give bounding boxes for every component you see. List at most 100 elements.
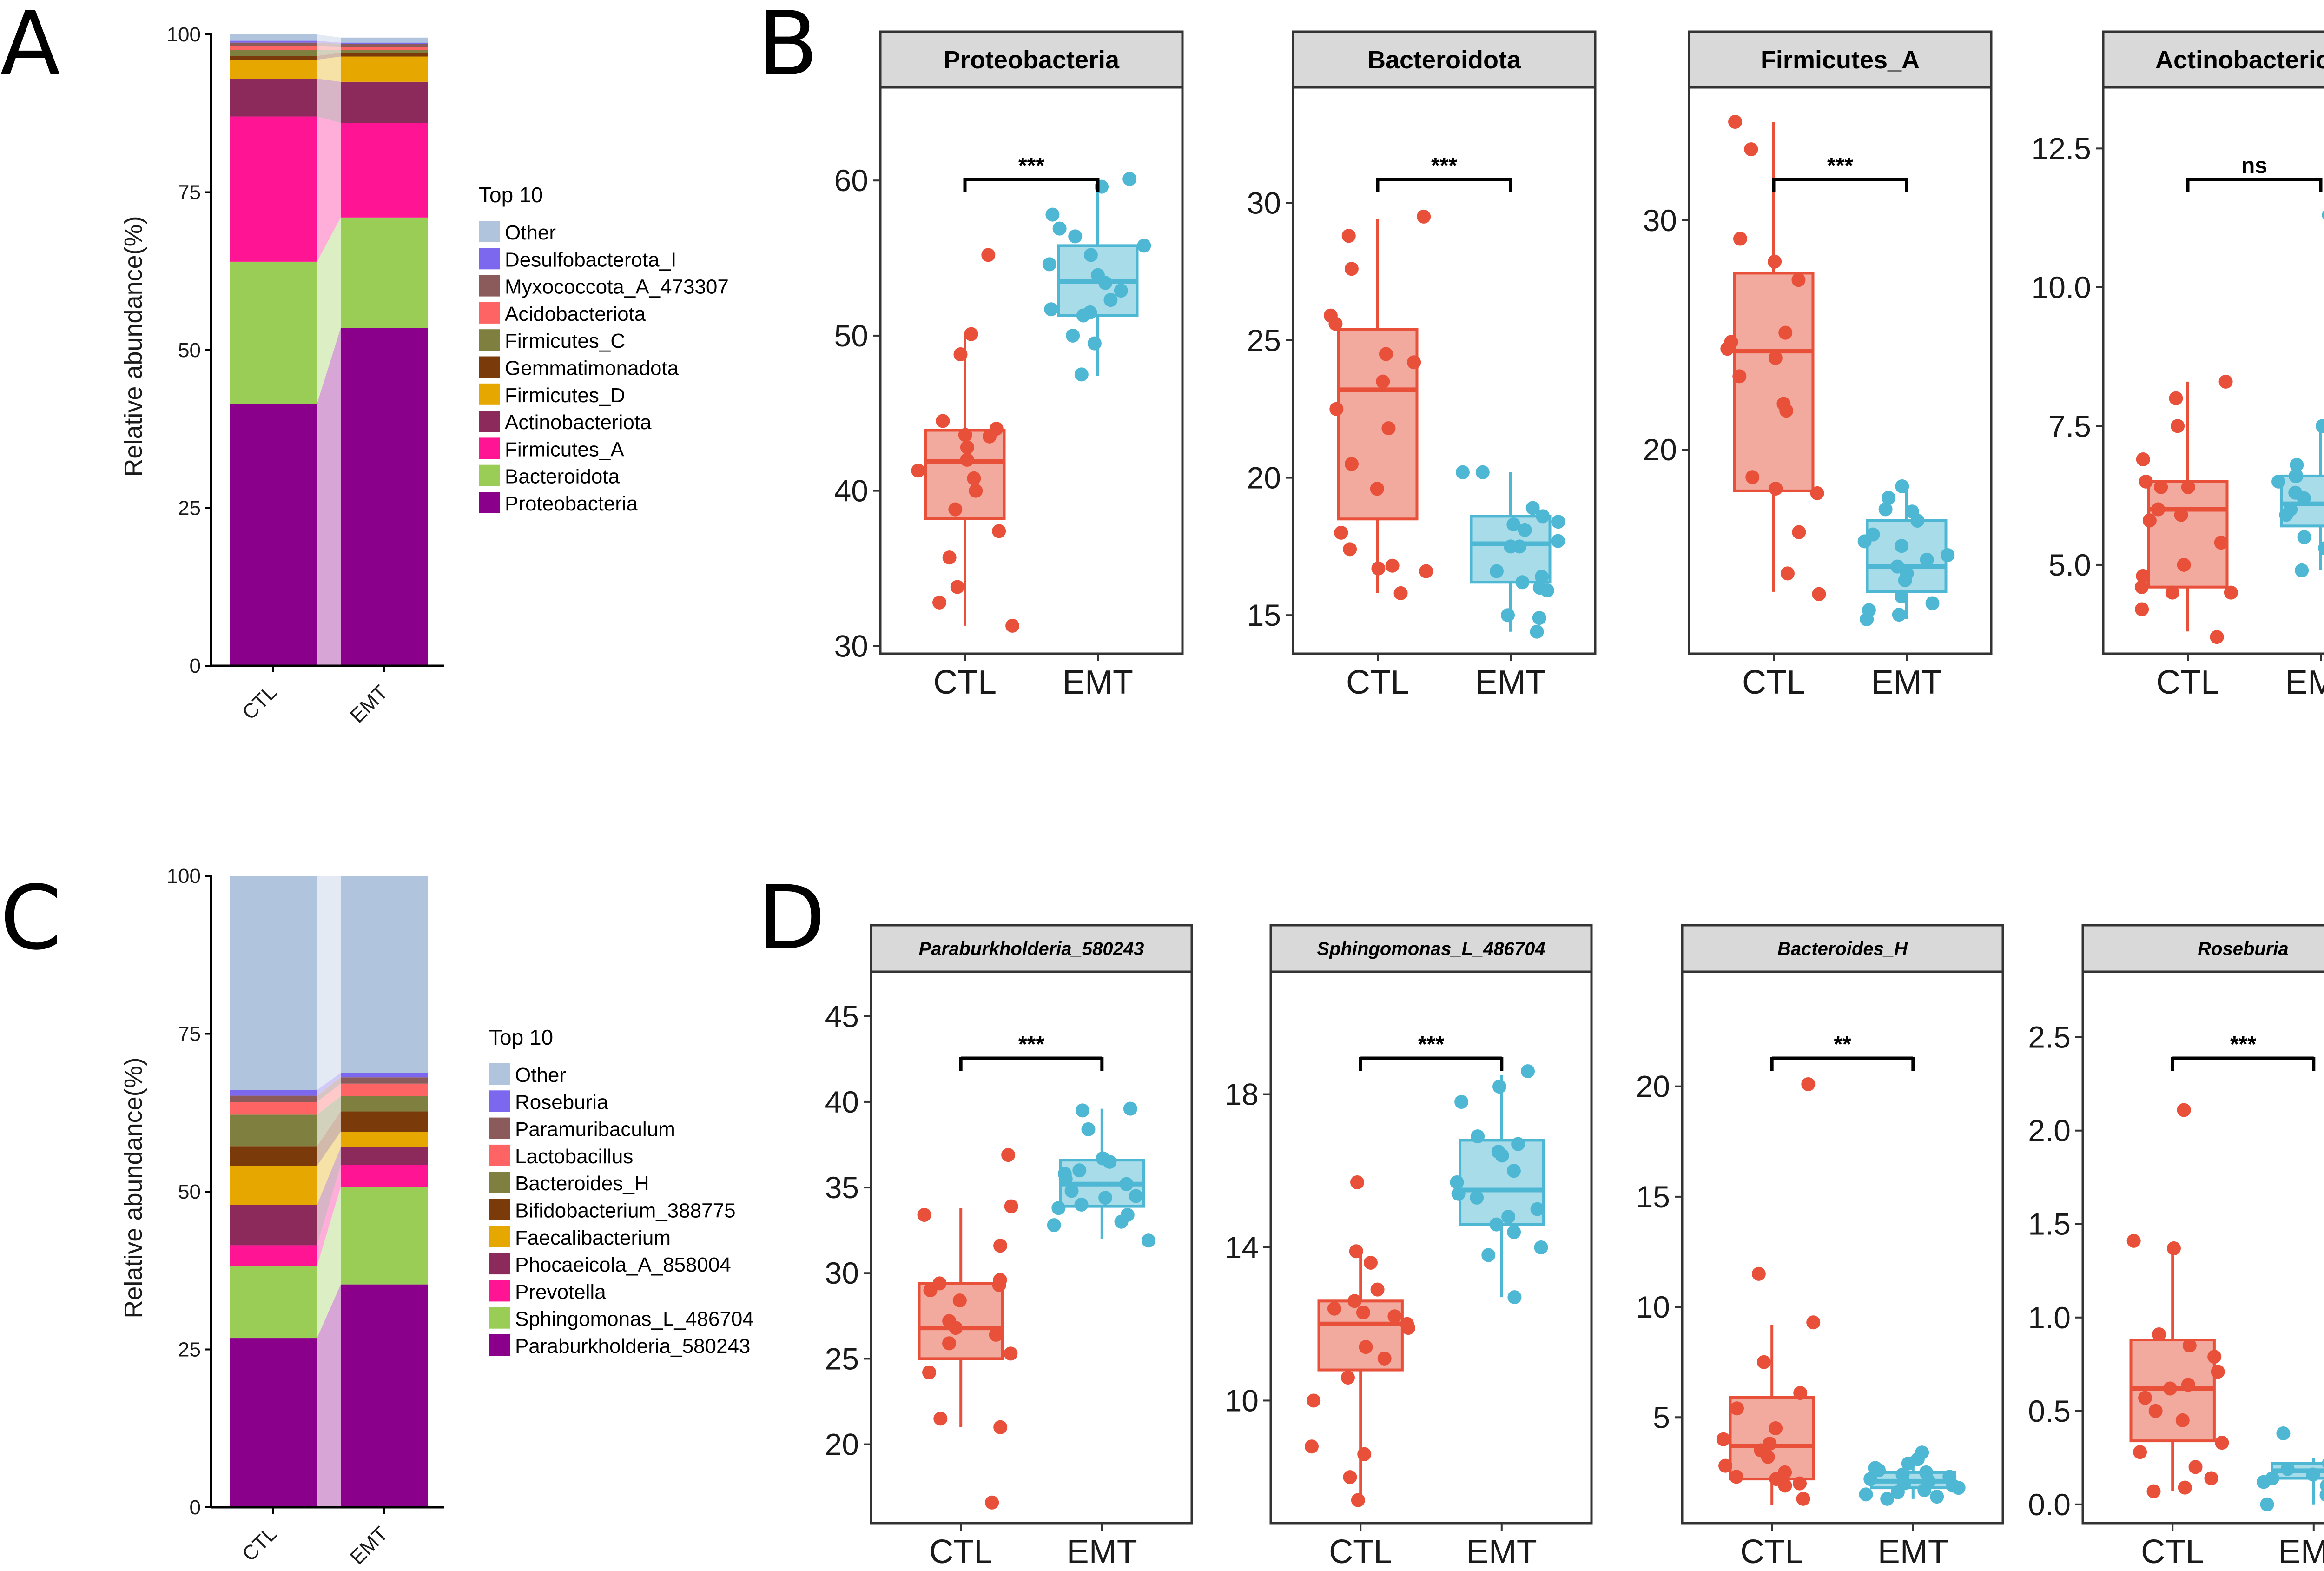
facet-strip (870, 924, 1193, 973)
point-ctl (967, 471, 981, 485)
point-emt (1475, 465, 1490, 479)
y-tick-label: 14 (1225, 1230, 1259, 1265)
link-band-actinobacteriota (317, 79, 341, 123)
point-ctl (992, 1278, 1006, 1293)
point-emt (1141, 1233, 1155, 1248)
point-ctl (1780, 566, 1795, 581)
x-tick-label-emt: EMT (2278, 1533, 2324, 1571)
point-ctl (2138, 1391, 2152, 1405)
point-ctl (942, 550, 957, 565)
point-ctl (1377, 1351, 1392, 1366)
legend-label-bacteroidota: Bacteroidota (505, 465, 620, 488)
significance-label: *** (1018, 153, 1044, 178)
facet-title: Roseburia (2198, 939, 2289, 959)
legend-label-sphingomonas-l-486704: Sphingomonas_L_486704 (515, 1308, 754, 1331)
y-tick-label: 10 (1636, 1290, 1670, 1324)
point-emt (1518, 523, 1532, 537)
point-ctl (2135, 602, 2149, 616)
point-emt (2279, 508, 2293, 522)
y-tick-label: 25 (178, 497, 201, 520)
point-ctl (922, 1365, 937, 1379)
point-ctl (1419, 564, 1433, 578)
significance-label: *** (1018, 1032, 1044, 1057)
point-ctl (989, 1327, 1003, 1342)
legend-label-bifidobacterium-388775: Bifidobacterium_388775 (515, 1200, 736, 1222)
point-ctl (1769, 481, 1783, 496)
y-tick-label: 40 (834, 474, 868, 508)
panel-letter-b: B (758, 0, 818, 95)
link-band-acidobacteriota (317, 46, 341, 50)
legend-label-paraburkholderia-580243: Paraburkholderia_580243 (515, 1335, 750, 1358)
bar-segment-actinobacteriota-emt (341, 81, 428, 123)
facet-strip (2102, 30, 2324, 89)
link-band-gemmatimonadota (317, 53, 341, 60)
point-ctl (981, 248, 996, 262)
bar-segment-prevotella-ctl (230, 1245, 317, 1266)
y-tick-label: 15 (1247, 598, 1281, 632)
link-band-firmicutes-d (317, 56, 341, 82)
x-tick-label-emt: EMT (1063, 664, 1133, 701)
x-tick-label-emt: EMT (1067, 1533, 1137, 1571)
point-ctl (1791, 273, 1806, 287)
point-ctl (2169, 391, 2183, 405)
point-ctl (2177, 557, 2191, 572)
point-ctl (2165, 585, 2179, 600)
point-ctl (960, 440, 974, 455)
point-emt (1951, 1481, 1966, 1495)
point-ctl (1304, 1439, 1319, 1454)
point-emt (1910, 513, 1925, 528)
legend-title-c: Top 10 (489, 1025, 553, 1049)
legend-swatch-phocaeicola-a-858004 (489, 1253, 510, 1275)
stacked-bar-chart-c: Relative abundance(%) Top 10 0 25 50 75 100 C… (119, 865, 754, 1569)
facet-border (2102, 86, 2324, 655)
point-ctl (2126, 1233, 2141, 1248)
facet-actinobacteriota: Actinobacteriota 5.0 7.5 10.0 12.5 CTL EMT ns (2032, 30, 2324, 701)
bar-segment-myxococcota-a-473307-emt (341, 44, 428, 47)
legend-label-desulfobacterota-i: Desulfobacterota_I (505, 248, 676, 271)
y-tick-label: 30 (1643, 203, 1677, 238)
significance-label: *** (1418, 1032, 1444, 1057)
point-ctl (1806, 1315, 1821, 1330)
facet-strip (1688, 30, 1993, 89)
point-ctl (993, 1239, 1008, 1253)
significance-label: ns (2241, 153, 2267, 178)
legend-label-actinobacteriota: Actinobacteriota (505, 411, 652, 434)
point-emt (1114, 1214, 1129, 1229)
point-ctl (1768, 254, 1782, 269)
point-ctl (2136, 452, 2150, 467)
point-ctl (1381, 421, 1396, 436)
y-tick-label: 100 (167, 23, 201, 46)
point-ctl (948, 502, 963, 517)
point-emt (1901, 1456, 1915, 1471)
facet-border (2081, 970, 2324, 1525)
x-tick-label-ctl: CTL (238, 681, 281, 724)
link-band-firmicutes-c (317, 50, 341, 56)
point-ctl (993, 1420, 1008, 1434)
legend-swatch-roseburia (489, 1090, 510, 1112)
significance-label: *** (1827, 153, 1853, 178)
legend-swatch-lactobacillus (489, 1144, 510, 1166)
bar-segment-proteobacteria-ctl (230, 404, 317, 666)
point-emt (1074, 367, 1089, 382)
legend-label-lactobacillus: Lactobacillus (515, 1145, 633, 1168)
point-emt (1532, 611, 1546, 625)
link-band-paraburkholderia-580243 (317, 1284, 341, 1507)
point-ctl (1351, 1493, 1365, 1507)
point-ctl (1371, 561, 1386, 576)
point-ctl (1796, 1491, 1810, 1506)
x-tick-label-emt: EMT (1878, 1533, 1948, 1571)
point-ctl (1810, 486, 1824, 500)
bar-segment-phocaeicola-a-858004-emt (341, 1147, 428, 1165)
bar-segment-bacteroidota-ctl (230, 261, 317, 404)
y-tick-label: 35 (825, 1170, 859, 1205)
point-emt (1530, 1202, 1545, 1216)
point-ctl (1720, 342, 1735, 356)
point-emt (1492, 1080, 1506, 1094)
point-ctl (949, 1321, 963, 1335)
facet-title: Sphingomonas_L_486704 (1317, 939, 1545, 959)
y-tick-label: 40 (825, 1085, 859, 1119)
point-ctl (1370, 482, 1384, 496)
point-ctl (2146, 1484, 2161, 1498)
point-ctl (911, 464, 925, 478)
y-tick-label: 20 (825, 1427, 859, 1462)
